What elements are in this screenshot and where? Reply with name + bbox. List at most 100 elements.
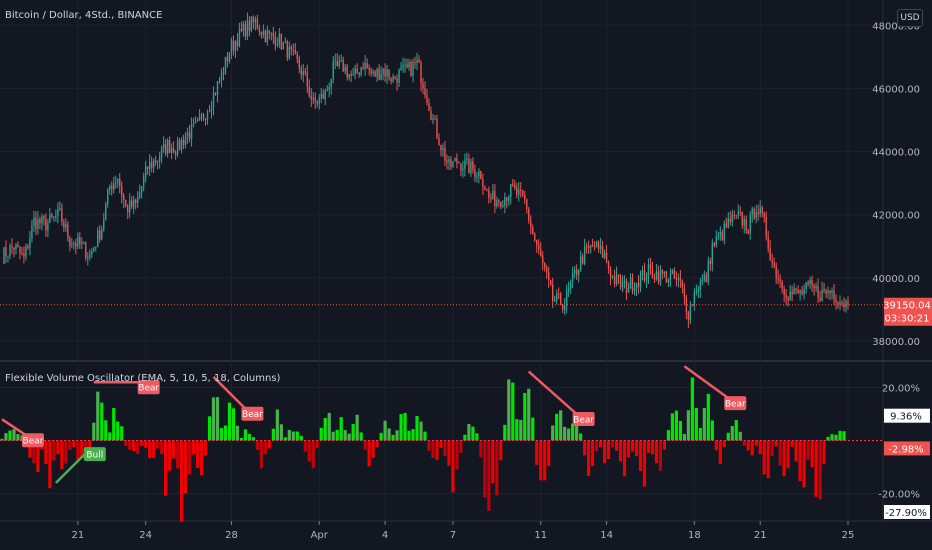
candle-body bbox=[613, 276, 616, 284]
osc-column-negative bbox=[746, 440, 750, 451]
osc-column-negative bbox=[183, 440, 188, 494]
osc-column-positive bbox=[407, 430, 411, 441]
osc-column-positive bbox=[387, 428, 391, 441]
osc-column-negative bbox=[315, 440, 319, 449]
osc-column-positive bbox=[555, 413, 559, 441]
candle-body bbox=[322, 94, 324, 100]
osc-column-positive bbox=[12, 429, 16, 441]
candle-body bbox=[278, 33, 281, 45]
candle-body bbox=[264, 31, 267, 43]
osc-column-positive bbox=[92, 422, 96, 441]
candle-body bbox=[625, 281, 628, 293]
bear-label: Bear bbox=[725, 400, 746, 410]
osc-column-positive bbox=[327, 412, 331, 441]
candle-body bbox=[797, 289, 799, 294]
candle-body bbox=[747, 230, 749, 234]
candle-body bbox=[328, 87, 330, 90]
candle-body bbox=[428, 102, 430, 112]
bear-label: Bear bbox=[138, 384, 159, 394]
candle-body bbox=[176, 140, 179, 155]
candle-body bbox=[799, 290, 801, 294]
osc-column-negative bbox=[654, 440, 659, 464]
candle-body bbox=[633, 288, 636, 292]
candle-body bbox=[95, 246, 97, 248]
candle-body bbox=[735, 215, 737, 217]
candle-body bbox=[504, 197, 506, 206]
candle-body bbox=[75, 243, 77, 247]
candle-body bbox=[144, 166, 147, 177]
candle-body bbox=[334, 60, 336, 62]
candle-body bbox=[462, 168, 464, 171]
candle-body bbox=[33, 217, 35, 226]
candle-body bbox=[563, 305, 566, 310]
osc-column-positive bbox=[826, 436, 830, 441]
candle-body bbox=[460, 163, 462, 171]
candle-body bbox=[731, 214, 733, 223]
candle-body bbox=[779, 279, 781, 282]
candle-body bbox=[65, 224, 67, 228]
candle-body bbox=[663, 271, 666, 274]
candle-body bbox=[234, 41, 237, 51]
osc-column-negative bbox=[259, 440, 263, 469]
candle-body bbox=[737, 211, 739, 216]
candle-body bbox=[43, 216, 45, 219]
candle-body bbox=[394, 76, 396, 79]
candle-body bbox=[148, 162, 151, 170]
candle-body bbox=[71, 244, 73, 246]
osc-column-positive bbox=[523, 392, 527, 441]
osc-column-negative bbox=[758, 440, 762, 455]
candle-body bbox=[418, 59, 420, 63]
divergence-line bbox=[212, 376, 247, 410]
candle-body bbox=[512, 184, 514, 186]
candle-body bbox=[550, 280, 552, 285]
candle-body bbox=[557, 293, 560, 295]
osc-column-negative bbox=[642, 440, 647, 487]
candle-body bbox=[246, 20, 249, 37]
candle-body bbox=[781, 281, 783, 289]
candle-body bbox=[150, 162, 153, 168]
candle-body bbox=[282, 42, 285, 50]
osc-column-positive bbox=[351, 424, 355, 441]
candle-body bbox=[252, 16, 255, 23]
osc-column-positive bbox=[231, 408, 236, 441]
candle-body bbox=[506, 197, 508, 201]
candle-body bbox=[47, 222, 49, 231]
candle-body bbox=[232, 40, 235, 51]
currency-button[interactable]: USD bbox=[897, 9, 923, 27]
symbol-title[interactable]: Bitcoin / Dollar, 4Std., BINANCE bbox=[5, 10, 163, 21]
candle-body bbox=[587, 246, 590, 248]
osc-column-positive bbox=[343, 430, 347, 441]
candle-body bbox=[115, 182, 117, 184]
candle-body bbox=[304, 71, 306, 73]
candle-body bbox=[551, 284, 554, 302]
osc-column-positive bbox=[738, 431, 742, 441]
candle-body bbox=[7, 255, 9, 257]
osc-column-negative bbox=[307, 440, 311, 462]
candle-body bbox=[729, 218, 731, 223]
candle-body bbox=[785, 294, 787, 299]
osc-column-negative bbox=[487, 440, 491, 511]
oscillator-title[interactable]: Flexible Volume Oscillator (EMA, 5, 10, … bbox=[5, 373, 281, 384]
osc-column-negative bbox=[52, 440, 56, 461]
candle-body bbox=[466, 158, 468, 161]
osc-column-positive bbox=[395, 430, 399, 441]
candle-body bbox=[645, 277, 648, 281]
candle-body bbox=[751, 208, 753, 215]
candle-body bbox=[117, 179, 119, 183]
divergence-line bbox=[1, 418, 27, 437]
bear-label: Bear bbox=[22, 437, 43, 447]
candle-body bbox=[591, 245, 594, 247]
osc-column-positive bbox=[96, 391, 100, 441]
candle-body bbox=[548, 272, 550, 281]
candle-body bbox=[643, 269, 646, 281]
candle-body bbox=[107, 189, 109, 205]
osc-column-negative bbox=[48, 440, 52, 489]
candle-body bbox=[178, 140, 181, 150]
price-tick-label: 48000.00 bbox=[872, 21, 920, 32]
osc-column-negative bbox=[587, 440, 591, 477]
candle-body bbox=[292, 49, 295, 51]
osc-column-positive bbox=[519, 419, 523, 441]
bear-label: Bear bbox=[242, 410, 263, 420]
candle-body bbox=[755, 212, 757, 219]
